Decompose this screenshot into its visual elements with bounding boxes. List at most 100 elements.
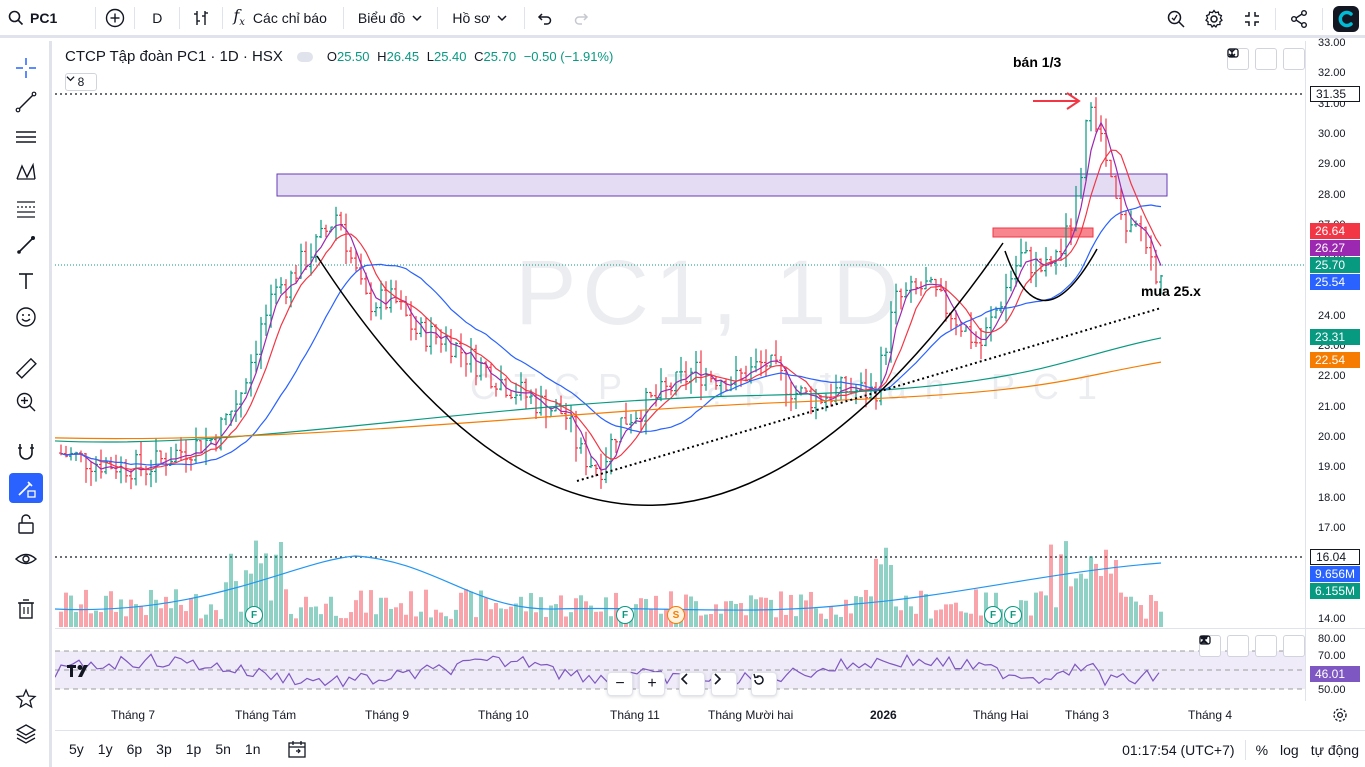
settings-button[interactable]	[1195, 0, 1233, 38]
interval-label: D	[152, 9, 163, 26]
share-button[interactable]	[1280, 0, 1318, 38]
reset-chart-button[interactable]	[751, 672, 777, 696]
range-button[interactable]: 1p	[185, 741, 202, 757]
fib-tool[interactable]	[9, 194, 43, 224]
auto-toggle[interactable]: tự động	[1310, 741, 1359, 758]
percent-toggle[interactable]: %	[1255, 741, 1269, 758]
range-button[interactable]: 1y	[97, 741, 113, 757]
legend-title[interactable]: CTCP Tập đoàn PC1 · 1D · HSX	[65, 48, 283, 65]
event-marker[interactable]: F	[984, 606, 1002, 624]
event-marker[interactable]: F	[245, 606, 263, 624]
volume-bar	[164, 596, 168, 627]
pane-controls	[1227, 48, 1305, 70]
zoom-out-button[interactable]: −	[607, 672, 633, 696]
time-axis-label: Tháng 9	[365, 708, 410, 722]
maximize-pane-button[interactable]	[1227, 48, 1305, 70]
zoom-tool[interactable]	[9, 387, 43, 417]
fullscreen-button[interactable]	[1233, 0, 1271, 38]
volume-bar	[1069, 586, 1073, 627]
delete-tool[interactable]	[9, 594, 43, 624]
indicators-button[interactable]: fx Các chỉ báo	[223, 0, 337, 37]
volume-bar	[1044, 595, 1048, 627]
volume-bar	[279, 541, 283, 627]
favorites-tool[interactable]	[9, 684, 43, 714]
buy-annotation[interactable]: mua 25.x	[1141, 283, 1201, 299]
event-marker[interactable]: S	[667, 606, 685, 624]
log-toggle[interactable]: log	[1280, 741, 1299, 758]
scroll-left-button[interactable]	[679, 672, 705, 696]
volume-bar	[719, 613, 723, 627]
alert-search-button[interactable]	[1157, 0, 1195, 38]
volume-bar	[259, 563, 263, 627]
app-logo-button[interactable]	[1327, 0, 1365, 38]
volume-bar	[254, 540, 258, 627]
chart-canvas[interactable]	[55, 41, 1365, 728]
zoom-in-button[interactable]: +	[639, 672, 665, 696]
event-marker[interactable]: F	[1004, 606, 1022, 624]
volume-bar	[454, 609, 458, 627]
close-value: 25.70	[483, 49, 517, 64]
range-button[interactable]: 1n	[244, 741, 261, 757]
tv-logo[interactable]	[67, 664, 99, 688]
low-value: 25.40	[433, 49, 467, 64]
volume-bar	[234, 581, 238, 627]
rsi-maximize-button[interactable]	[1199, 635, 1305, 657]
profile-button[interactable]: Hồ sơ	[438, 0, 518, 37]
redo-button[interactable]	[563, 0, 601, 37]
range-button[interactable]: 6p	[126, 741, 143, 757]
axis-settings-button[interactable]	[1332, 707, 1350, 725]
interval-button[interactable]: D	[135, 0, 179, 37]
gear-icon	[1205, 9, 1223, 29]
volume-bar	[879, 564, 883, 627]
volume-bar	[829, 606, 833, 627]
volume-bar	[1129, 596, 1133, 627]
volume-bar	[274, 554, 278, 627]
lock-tool[interactable]	[9, 509, 43, 539]
magnet-tool[interactable]	[9, 437, 43, 467]
range-button[interactable]: 5y	[69, 741, 84, 757]
rsi-collapse-button[interactable]	[1200, 635, 1277, 657]
sell-annotation[interactable]: bán 1/3	[1013, 54, 1062, 70]
legend-more-icon[interactable]	[296, 51, 313, 62]
clock[interactable]: 01:17:54 (UTC+7)	[1122, 741, 1235, 758]
volume-bar	[129, 599, 133, 627]
chart-type-button[interactable]	[180, 0, 222, 37]
symbol-search[interactable]: PC1	[0, 0, 67, 37]
volume-bar	[724, 601, 728, 627]
drawing-mode-tool[interactable]	[9, 473, 43, 503]
legend-collapse-button[interactable]: 8	[65, 73, 97, 91]
range-button[interactable]: 3p	[156, 741, 172, 757]
object-tree-tool[interactable]	[9, 719, 43, 749]
volume-bar	[1094, 563, 1098, 627]
magnet-icon	[18, 444, 34, 460]
rsi-close-button[interactable]	[1199, 635, 1249, 657]
horizontal-lines-tool[interactable]	[9, 122, 43, 152]
date-range-button[interactable]	[287, 740, 307, 758]
price-axis-label: 24.00	[1318, 309, 1346, 322]
chart-menu-button[interactable]: Biểu đồ	[344, 0, 433, 37]
trend-line-tool[interactable]	[9, 87, 43, 117]
chart-pane[interactable]: PC1, 1D CTCP Tập đoàn PC1 CTCP Tập đoàn …	[55, 37, 1365, 728]
minus-icon: −	[615, 675, 625, 692]
range-button[interactable]: 5n	[215, 741, 231, 757]
trend-line-icon	[15, 91, 37, 113]
event-marker[interactable]: F	[616, 606, 634, 624]
text-tool[interactable]	[9, 266, 43, 296]
compare-button[interactable]	[96, 0, 134, 37]
low-label: L	[426, 49, 434, 64]
visibility-tool[interactable]	[9, 544, 43, 574]
collapse-pane-button[interactable]	[1228, 48, 1277, 70]
measure-tool[interactable]	[9, 353, 43, 383]
undo-button[interactable]	[525, 0, 563, 37]
volume-bar	[444, 616, 448, 627]
volume-bar	[114, 611, 118, 627]
pattern-tool[interactable]	[9, 158, 43, 188]
emoji-tool[interactable]	[9, 302, 43, 332]
text-icon	[19, 273, 33, 289]
resistance-zone	[276, 173, 1168, 197]
brush-tool[interactable]	[9, 230, 43, 260]
volume-bar	[519, 596, 523, 627]
volume-bar	[824, 618, 828, 627]
crosshair-tool[interactable]	[9, 53, 43, 83]
scroll-right-button[interactable]	[711, 672, 737, 696]
